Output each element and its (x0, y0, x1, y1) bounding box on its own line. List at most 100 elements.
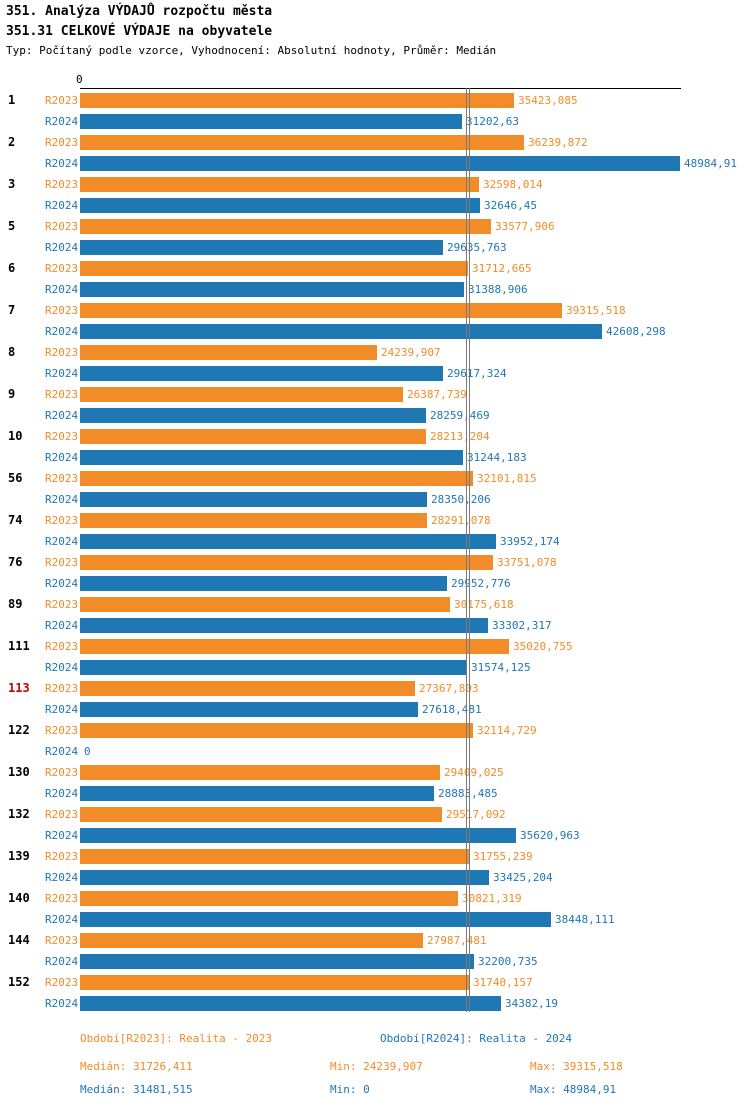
bar-r2023 (80, 135, 524, 150)
bar-r2023 (80, 807, 442, 822)
series-label-r2024: R2024 (45, 199, 79, 212)
series-label-r2024: R2024 (45, 535, 79, 548)
series-label-r2023: R2023 (45, 178, 79, 191)
bar-r2024 (80, 450, 463, 465)
median-line (469, 88, 470, 1012)
series-label-r2024: R2024 (45, 787, 79, 800)
row-id-label: 111 (8, 639, 30, 653)
stat-r2024-max: Max: 48984,91 (530, 1083, 617, 1096)
bar-r2024 (80, 954, 474, 969)
series-label-r2023: R2023 (45, 724, 79, 737)
row-id-label: 56 (8, 471, 23, 485)
series-label-r2023: R2023 (45, 976, 79, 989)
value-label-r2024: 29635,763 (447, 241, 507, 254)
value-label-r2023: 29517,092 (446, 808, 506, 821)
legend-r2023: Období[R2023]: Realita - 2023 (80, 1032, 273, 1045)
value-label-r2023: 28213,204 (430, 430, 490, 443)
value-label-r2023: 30821,319 (462, 892, 522, 905)
series-label-r2024: R2024 (45, 913, 79, 926)
bar-r2024 (80, 114, 462, 129)
bar-r2023 (80, 261, 468, 276)
series-label-r2023: R2023 (45, 304, 79, 317)
value-label-r2023: 31712,665 (472, 262, 532, 275)
value-label-r2024: 34382,19 (505, 997, 558, 1010)
value-label-r2023: 28291,078 (431, 514, 491, 527)
series-label-r2023: R2023 (45, 220, 79, 233)
series-label-r2023: R2023 (45, 892, 79, 905)
row-id-label: 76 (8, 555, 23, 569)
series-label-r2024: R2024 (45, 283, 79, 296)
value-label-r2024: 33952,174 (500, 535, 560, 548)
series-label-r2024: R2024 (45, 241, 79, 254)
series-label-r2023: R2023 (45, 136, 79, 149)
value-label-r2023: 32598,014 (483, 178, 543, 191)
row-id-label: 144 (8, 933, 30, 947)
value-label-r2023: 27987,481 (427, 934, 487, 947)
series-label-r2024: R2024 (45, 871, 79, 884)
row-id-label: 6 (8, 261, 16, 275)
value-label-r2023: 33751,078 (497, 556, 557, 569)
bar-r2024 (80, 660, 467, 675)
legend-r2024: Období[R2024]: Realita - 2024 (380, 1032, 573, 1045)
row-id-label: 152 (8, 975, 30, 989)
bar-r2023 (80, 303, 562, 318)
row-id-label: 2 (8, 135, 16, 149)
value-label-r2023: 29409,025 (444, 766, 504, 779)
series-label-r2023: R2023 (45, 262, 79, 275)
report-title: 351. Analýza VÝDAJŮ rozpočtu města (6, 4, 273, 19)
row-id-label: 139 (8, 849, 30, 863)
bar-r2024 (80, 786, 434, 801)
bar-r2023 (80, 849, 469, 864)
value-label-r2023: 31755,239 (473, 850, 533, 863)
series-label-r2023: R2023 (45, 556, 79, 569)
bar-r2024 (80, 492, 427, 507)
report-meta: Typ: Počítaný podle vzorce, Vyhodnocení:… (6, 44, 497, 57)
series-label-r2024: R2024 (45, 661, 79, 674)
value-label-r2024: 29617,324 (447, 367, 507, 380)
series-label-r2024: R2024 (45, 493, 79, 506)
series-label-r2023: R2023 (45, 682, 79, 695)
value-label-r2023: 27367,803 (419, 682, 479, 695)
stat-r2023-max: Max: 39315,518 (530, 1060, 623, 1073)
bar-r2023 (80, 555, 493, 570)
series-label-r2024: R2024 (45, 325, 79, 338)
row-id-label: 5 (8, 219, 16, 233)
series-label-r2023: R2023 (45, 94, 79, 107)
value-label-r2023: 35423,085 (518, 94, 578, 107)
series-label-r2024: R2024 (45, 115, 79, 128)
row-id-label: 74 (8, 513, 23, 527)
bar-r2023 (80, 93, 514, 108)
row-id-label: 7 (8, 303, 16, 317)
series-label-r2024: R2024 (45, 451, 79, 464)
value-label-r2024: 28259,469 (430, 409, 490, 422)
series-label-r2023: R2023 (45, 430, 79, 443)
row-id-label: 1 (8, 93, 16, 107)
bar-r2024 (80, 828, 516, 843)
bar-r2023 (80, 513, 427, 528)
series-label-r2023: R2023 (45, 934, 79, 947)
bar-r2023 (80, 387, 403, 402)
series-label-r2024: R2024 (45, 745, 79, 758)
series-label-r2023: R2023 (45, 808, 79, 821)
bar-r2024 (80, 702, 418, 717)
bar-r2023 (80, 639, 509, 654)
value-label-r2024: 31574,125 (471, 661, 531, 674)
bar-r2023 (80, 429, 426, 444)
value-label-r2023: 36239,872 (528, 136, 588, 149)
series-label-r2023: R2023 (45, 514, 79, 527)
bar-r2024 (80, 408, 426, 423)
row-id-label: 132 (8, 807, 30, 821)
stat-r2023-median: Medián: 31726,411 (80, 1060, 193, 1073)
value-label-r2024: 32646,45 (484, 199, 537, 212)
row-id-label: 140 (8, 891, 30, 905)
bar-r2024 (80, 912, 551, 927)
series-label-r2023: R2023 (45, 640, 79, 653)
value-label-r2024: 28883,485 (438, 787, 498, 800)
value-label-r2023: 33577,906 (495, 220, 555, 233)
bar-r2023 (80, 933, 423, 948)
row-id-label: 122 (8, 723, 30, 737)
value-label-r2023: 35020,755 (513, 640, 573, 653)
series-label-r2024: R2024 (45, 829, 79, 842)
value-label-r2024: 27618,481 (422, 703, 482, 716)
